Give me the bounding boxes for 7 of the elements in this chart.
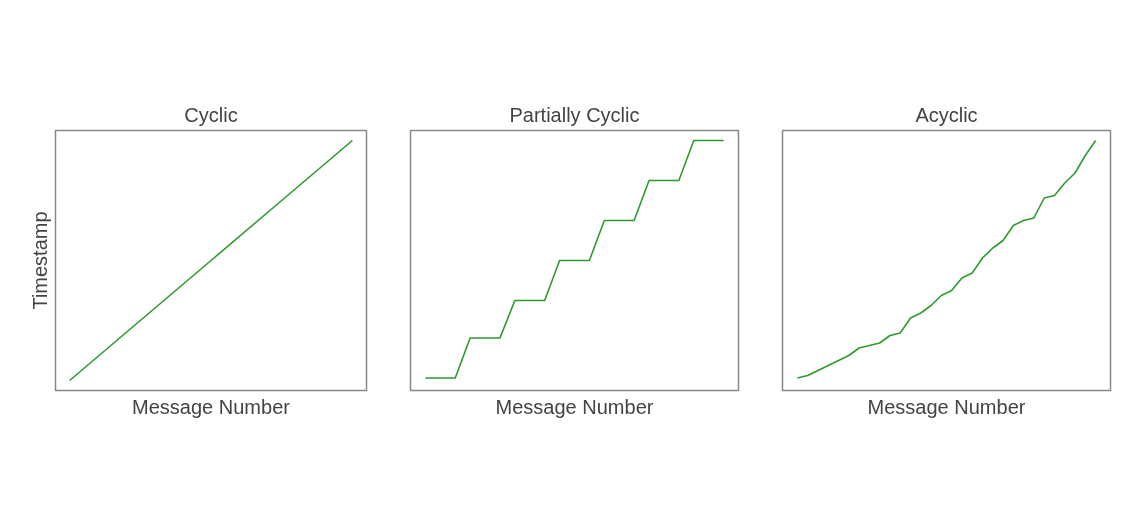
x-axis-title: Message Number <box>495 395 654 418</box>
chart-title: Cyclic <box>184 103 238 126</box>
x-axis-title: Message Number <box>867 395 1026 418</box>
chart-title: Acyclic <box>915 103 978 126</box>
chart-title: Partially Cyclic <box>509 103 640 126</box>
y-axis-title: Timestamp <box>28 211 51 310</box>
x-axis-title: Message Number <box>132 395 291 418</box>
